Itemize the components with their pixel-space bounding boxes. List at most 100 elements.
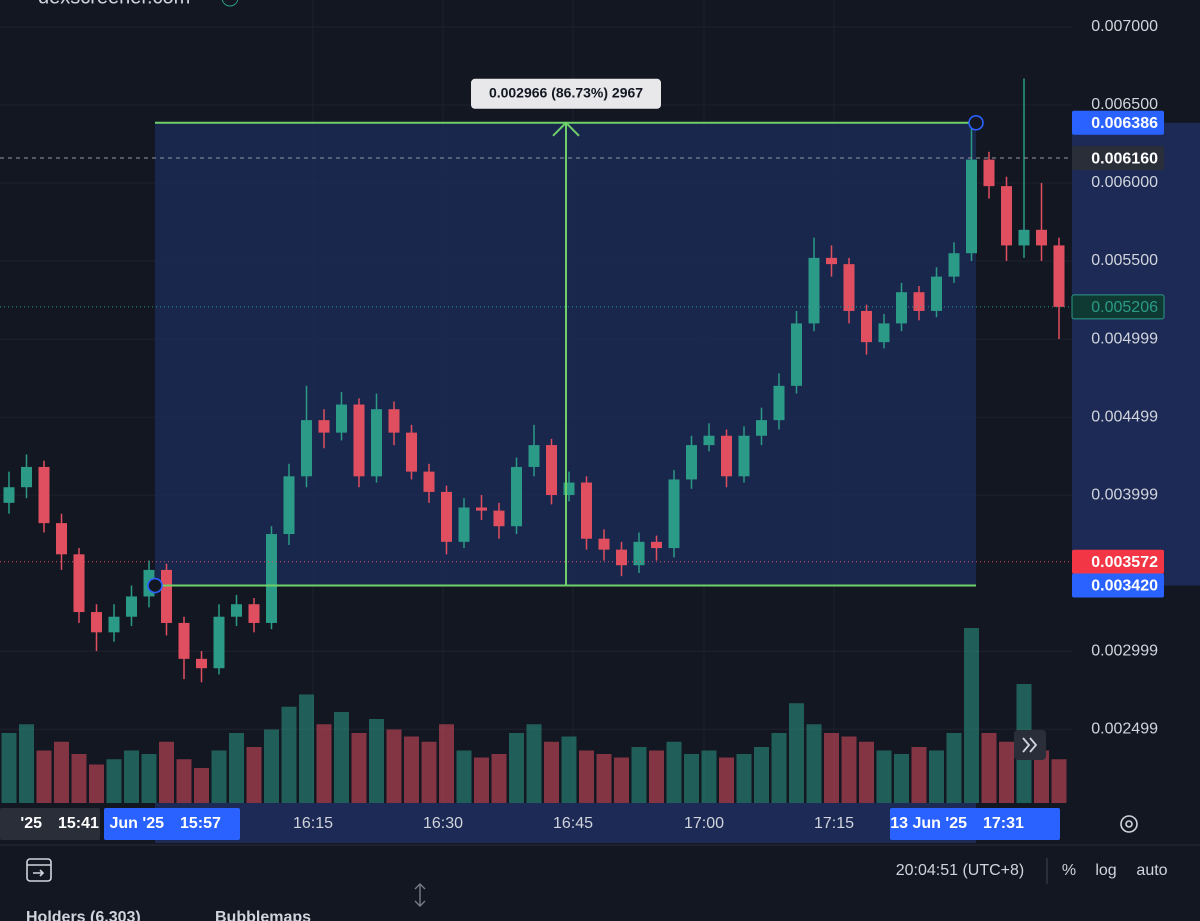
candle-body [336, 404, 347, 433]
candle-body [213, 616, 225, 669]
volume-bar [701, 750, 717, 803]
volume-bar [159, 741, 174, 803]
candle-body [721, 435, 732, 477]
candle-body [756, 420, 767, 436]
calendar-icon[interactable] [26, 858, 52, 882]
tab[interactable]: Bubblemaps [215, 909, 311, 921]
range-label-time: 17:31 [983, 815, 1024, 832]
volume-bar [211, 750, 227, 803]
candle-body [56, 523, 67, 555]
y-tick-label: 0.002999 [1091, 642, 1158, 659]
y-tick-label: 0.002499 [1091, 720, 1158, 737]
volume-bar [351, 733, 367, 803]
volume-bar [789, 703, 804, 803]
candle-body [266, 534, 277, 623]
candle-body [371, 409, 382, 477]
candle-body [808, 257, 820, 324]
candle-body [528, 445, 540, 467]
volume-bar [229, 733, 244, 803]
volume-bar [631, 747, 647, 803]
price-range-highlight [1072, 122, 1200, 586]
volume-bar [316, 724, 332, 803]
candle-body [318, 420, 330, 433]
y-tick-label: 0.004499 [1091, 408, 1158, 425]
candle-body [21, 466, 32, 488]
y-tick-label: 0.006500 [1091, 96, 1158, 113]
volume-bar [246, 747, 262, 803]
range-label-date: 13 Jun '25 [890, 815, 967, 832]
volume-bar [859, 741, 874, 803]
auto-button[interactable]: auto [1136, 862, 1167, 879]
price-tag-label: 0.006386 [1091, 115, 1158, 132]
volume-bar [474, 757, 489, 803]
arrow-head [552, 121, 580, 137]
candle-body [91, 612, 102, 633]
candle-body [703, 435, 715, 446]
scroll-button[interactable] [1014, 730, 1046, 760]
price-tag-label: 0.003572 [1091, 554, 1158, 571]
candle-body [773, 385, 785, 421]
measure-tooltip-bg [471, 78, 661, 109]
price-tag-label: 0.003420 [1091, 578, 1158, 595]
candle-body [458, 507, 470, 542]
candle-body [161, 569, 172, 623]
volume-bar [106, 759, 122, 803]
volume-bar [89, 764, 104, 803]
candle-body [983, 159, 995, 187]
candle-body [3, 487, 15, 503]
volume-bar [509, 733, 524, 803]
resize-handle[interactable] [414, 883, 426, 907]
volume-bar [369, 719, 384, 803]
volume-bar [649, 750, 664, 803]
candle-body [738, 435, 750, 477]
candle-body [966, 159, 977, 254]
price-tag-label: 0.006160 [1091, 150, 1158, 167]
x-tick-label: 17:00 [684, 815, 724, 832]
candle-body [126, 596, 137, 617]
range-label-bg [890, 808, 1060, 840]
settings-icon[interactable] [1120, 815, 1138, 833]
volume-bar [36, 750, 52, 803]
volume-bar [54, 741, 69, 803]
x-tick-label: 16:45 [553, 815, 593, 832]
candle-body [563, 482, 575, 496]
anchor-point [147, 577, 163, 594]
range-label-time: 15:41 [58, 815, 99, 832]
candle-body [668, 479, 680, 549]
candle-body [283, 476, 295, 535]
candle-body [843, 264, 855, 311]
anchor-point [968, 114, 984, 131]
candle-body [178, 622, 190, 659]
price-tag [1072, 110, 1164, 135]
volume-bar [404, 736, 419, 803]
volume-bar [754, 747, 769, 803]
tab[interactable]: Holders (6,303) [26, 909, 141, 921]
candle-body [931, 276, 942, 311]
candle-body [388, 409, 400, 433]
volume-bar [684, 754, 699, 803]
candle-body [353, 404, 365, 477]
candle-body [598, 538, 610, 550]
candle-body [546, 445, 557, 496]
volume-bar [666, 741, 682, 803]
candle-body [1001, 186, 1012, 246]
candle-body [301, 420, 312, 477]
range-label-date: Jun '25 [110, 815, 165, 832]
measure-tooltip: 0.002966 (86.73%) 2967 [489, 84, 643, 100]
candle-body [511, 466, 522, 527]
volume-bar [386, 729, 402, 803]
volume-bar [841, 736, 857, 803]
price-tag [1071, 294, 1165, 320]
candle-body [913, 292, 925, 311]
volume-bar [806, 724, 822, 803]
candle-body [1018, 229, 1030, 246]
volume-bar [264, 729, 279, 803]
candle-body [878, 323, 890, 343]
y-tick-label: 0.006000 [1091, 174, 1158, 191]
volume-bar [334, 712, 349, 803]
percent-button[interactable]: % [1062, 862, 1076, 879]
time-range-highlight [155, 803, 976, 843]
log-button[interactable]: log [1095, 862, 1116, 879]
candle-body [1053, 245, 1065, 307]
candle-body [108, 616, 120, 633]
